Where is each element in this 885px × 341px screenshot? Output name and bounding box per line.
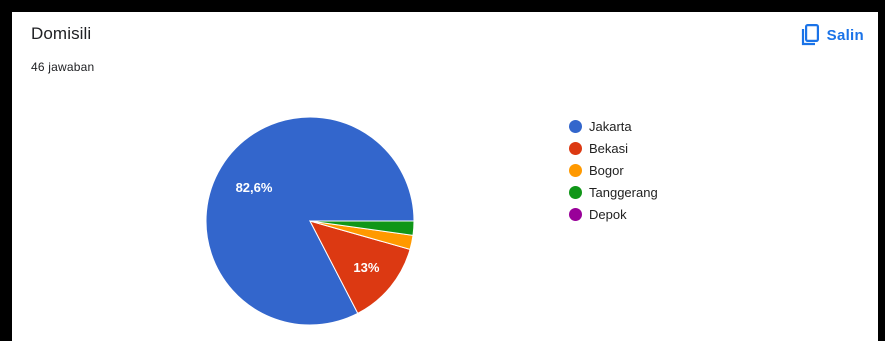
pie-slice-bekasi[interactable] [309,220,411,315]
response-count: 46 jawaban [31,60,95,74]
copy-button[interactable]: Salin [801,20,864,50]
legend-label-depok: Depok [589,206,627,222]
question-summary-card: Domisili 46 jawaban Salin 82,6% 13% Jakar… [12,12,878,341]
legend-swatch-bogor [569,163,582,177]
legend-swatch-bekasi [569,141,582,155]
copy-button-label: Salin [826,26,864,44]
question-title: Domisili [31,24,92,43]
legend-item-bogor[interactable]: Bogor [569,159,658,181]
pie-slice-tanggerang[interactable] [309,220,415,236]
legend-label-jakarta: Jakarta [589,118,632,134]
pie-label-bekasi: 13% [353,260,379,275]
legend-swatch-tanggerang [569,185,582,199]
legend-label-tanggerang: Tanggerang [589,184,658,200]
chart-legend: Jakarta Bekasi Bogor Tanggerang Depok [569,115,658,225]
legend-item-jakarta[interactable]: Jakarta [569,115,658,137]
legend-swatch-depok [569,207,582,221]
legend-label-bekasi: Bekasi [589,140,629,156]
legend-label-bogor: Bogor [589,162,624,178]
copy-icon [801,24,819,46]
pie-label-jakarta: 82,6% [236,180,273,195]
legend-item-tanggerang[interactable]: Tanggerang [569,181,658,203]
legend-swatch-jakarta [569,119,582,133]
legend-item-depok[interactable]: Depok [569,203,658,225]
pie-chart: 82,6% 13% [205,116,415,326]
legend-item-bekasi[interactable]: Bekasi [569,137,658,159]
